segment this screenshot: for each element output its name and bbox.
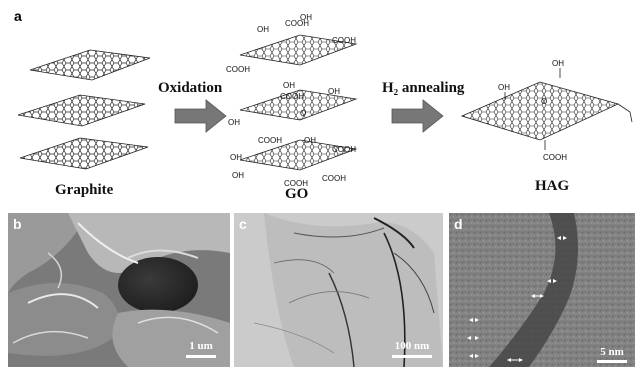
step-label-oxidation: Oxidation [158, 80, 223, 96]
arrow-annealing [391, 99, 444, 133]
go-sheets [239, 34, 358, 171]
graphite-sheets [17, 49, 151, 170]
go-group-7: OH [328, 87, 340, 96]
go-group-4: OH [300, 13, 312, 22]
go-group-1: COOH [285, 19, 309, 28]
stage-label-hag: HAG [535, 178, 570, 194]
go-group-11: OH [304, 136, 316, 145]
panel-a-letter: a [14, 8, 22, 24]
go-group-9: OH [228, 118, 240, 127]
hag-group-o: O [541, 97, 547, 106]
panel-c-letter: c [239, 216, 247, 232]
hag-group-cooh: COOH [543, 153, 567, 162]
go-group-12: OH [230, 153, 242, 162]
go-group-5: OH [283, 81, 295, 90]
go-functional-groups: OH COOH COOH COOH OH OH COOH OH O OH COO… [226, 13, 356, 188]
stage-label-go: GO [285, 186, 309, 202]
hag-group-oh2: OH [498, 83, 510, 92]
arrow-oxidation [174, 99, 227, 133]
panel-b-scale-label: 1 um [189, 340, 213, 352]
go-group-8: O [300, 109, 306, 118]
go-group-0: OH [257, 25, 269, 34]
hag-functional-groups: OH OH O COOH [498, 59, 567, 162]
hrtem-image: d 5 nm [449, 213, 635, 367]
panel-a-scheme: OH COOH COOH COOH OH OH COOH OH O OH COO… [17, 13, 633, 188]
panel-d-scale-label: 5 nm [600, 346, 624, 358]
go-group-6: COOH [280, 92, 304, 101]
hag-group-oh1: OH [552, 59, 564, 68]
panel-d-letter: d [454, 216, 463, 232]
go-group-16: COOH [322, 174, 346, 183]
panel-c-scale-label: 100 nm [394, 340, 430, 352]
go-group-2: COOH [332, 36, 356, 45]
step-label-h2-annealing: H₂ annealing [382, 80, 465, 96]
sem-image: b 1 um [8, 213, 230, 367]
panel-b-letter: b [13, 216, 22, 232]
go-group-10: COOH [258, 136, 282, 145]
hag-sheet [460, 68, 633, 150]
go-group-15: OH [232, 171, 244, 180]
go-group-3: COOH [226, 65, 250, 74]
go-group-14: COOH [284, 179, 308, 188]
tem-image: c 100 nm [234, 213, 443, 367]
stage-label-graphite: Graphite [55, 182, 114, 198]
go-group-13: COOH [332, 145, 356, 154]
